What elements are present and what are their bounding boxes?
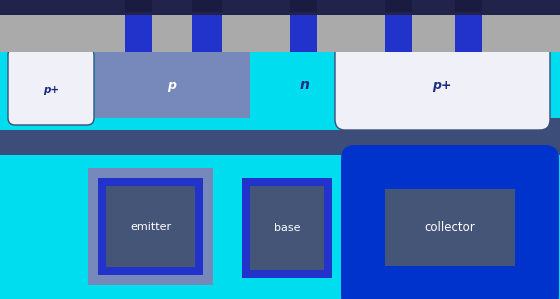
Text: base: base bbox=[274, 223, 300, 233]
Text: collector: collector bbox=[424, 221, 475, 234]
Bar bbox=[385, 0, 412, 12]
Bar bbox=[125, 0, 152, 12]
Bar bbox=[118, 12, 230, 15]
Bar bbox=[152, 12, 192, 52]
Bar bbox=[0, 0, 560, 15]
Bar bbox=[222, 12, 290, 52]
Bar bbox=[482, 12, 560, 52]
Bar bbox=[290, 0, 317, 12]
FancyBboxPatch shape bbox=[8, 48, 94, 125]
Bar bbox=[106, 186, 195, 267]
Bar bbox=[317, 12, 385, 52]
Bar bbox=[455, 12, 482, 52]
Bar bbox=[0, 0, 560, 8]
Text: p: p bbox=[167, 79, 176, 91]
Bar bbox=[290, 12, 317, 52]
Bar bbox=[98, 178, 203, 275]
Polygon shape bbox=[95, 118, 340, 130]
FancyBboxPatch shape bbox=[341, 145, 559, 299]
Bar bbox=[250, 186, 324, 270]
Bar bbox=[192, 0, 222, 12]
Text: p+: p+ bbox=[43, 85, 59, 95]
Text: emitter: emitter bbox=[130, 222, 171, 231]
Bar bbox=[0, 12, 125, 52]
Bar bbox=[0, 118, 560, 155]
Bar bbox=[95, 48, 250, 118]
Bar bbox=[378, 12, 490, 15]
Bar bbox=[242, 178, 332, 278]
Bar bbox=[88, 168, 213, 285]
Bar bbox=[192, 12, 222, 52]
Bar bbox=[0, 35, 560, 52]
Bar bbox=[125, 12, 152, 52]
Text: p+: p+ bbox=[432, 79, 452, 91]
Bar bbox=[0, 30, 560, 130]
Bar bbox=[385, 189, 515, 266]
Polygon shape bbox=[0, 118, 95, 130]
Bar bbox=[412, 12, 455, 52]
FancyBboxPatch shape bbox=[335, 38, 550, 130]
Text: n: n bbox=[300, 78, 310, 92]
Bar bbox=[455, 0, 482, 12]
Bar bbox=[385, 12, 412, 52]
